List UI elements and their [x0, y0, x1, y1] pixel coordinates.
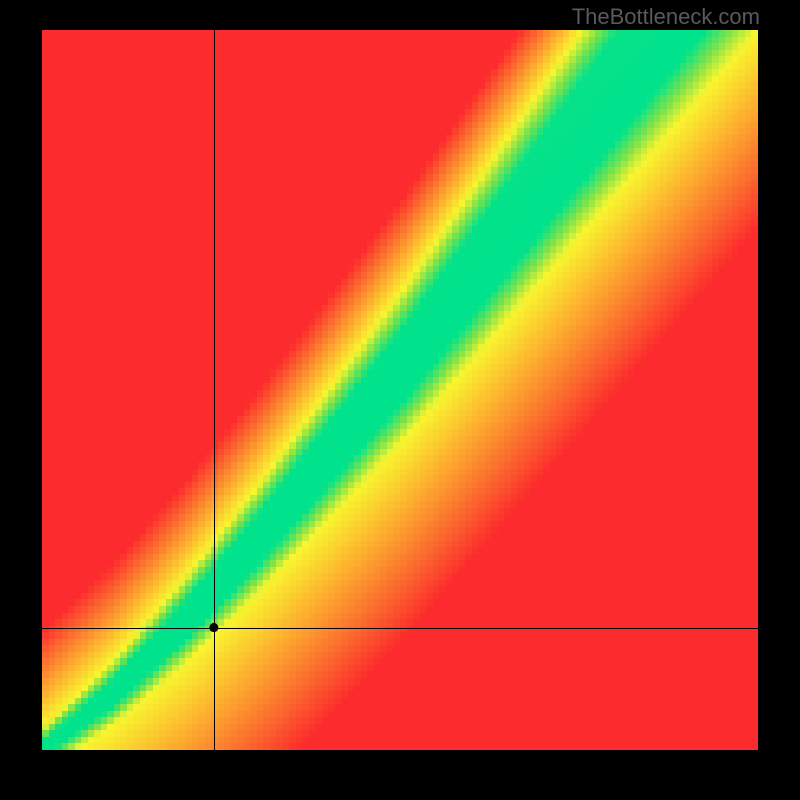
- chart-container: TheBottleneck.com: [0, 0, 800, 800]
- watermark-text: TheBottleneck.com: [572, 4, 760, 30]
- bottleneck-heatmap: [42, 30, 758, 750]
